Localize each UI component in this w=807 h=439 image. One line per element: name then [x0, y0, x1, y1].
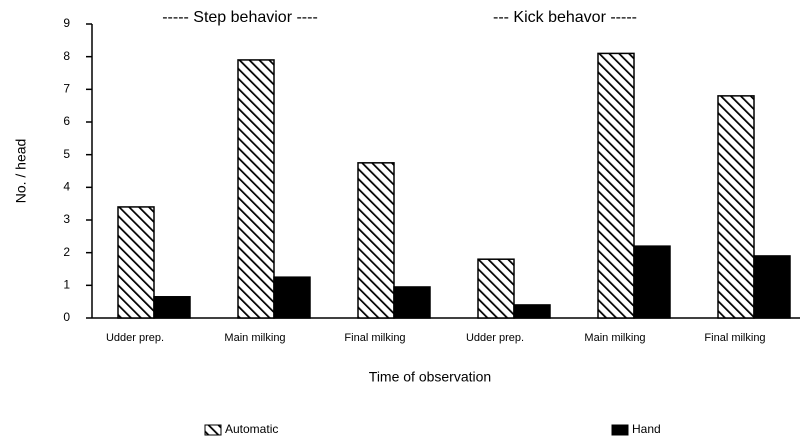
y-tick-label: 4: [63, 180, 70, 194]
x-tick-label: Main milking: [224, 332, 285, 344]
y-tick-label: 5: [63, 147, 70, 161]
bar: [753, 255, 791, 319]
bar: [357, 162, 395, 319]
bar: [237, 59, 275, 319]
y-tick-label: 3: [63, 212, 70, 226]
x-tick-label: Udder prep.: [466, 332, 524, 344]
x-axis-label: Time of observation: [369, 369, 491, 385]
y-tick-label: 9: [63, 16, 70, 30]
x-tick-label: Main milking: [584, 332, 645, 344]
y-axis-label: No. / head: [13, 139, 29, 204]
legend-swatch: [611, 424, 629, 436]
annotation: --- Kick behavor -----: [493, 9, 637, 26]
legend-label: Automatic: [225, 422, 278, 436]
bar: [153, 296, 191, 319]
y-tick-label: 0: [63, 310, 70, 324]
bar: [513, 304, 551, 319]
bar: [597, 52, 635, 319]
annotation: ----- Step behavior ----: [162, 9, 318, 26]
x-tick-label: Final milking: [344, 332, 405, 344]
y-tick-label: 8: [63, 49, 70, 63]
y-tick-label: 6: [63, 114, 70, 128]
x-tick-label: Final milking: [704, 332, 765, 344]
bar: [717, 95, 755, 319]
x-tick-label: Udder prep.: [106, 332, 164, 344]
y-tick-label: 7: [63, 82, 70, 96]
y-tick-label: 1: [63, 278, 70, 292]
bar: [393, 286, 431, 319]
bar: [477, 258, 515, 319]
bar: [273, 276, 311, 319]
bar: [117, 206, 155, 319]
legend-swatch: [204, 424, 222, 436]
legend-label: Hand: [632, 422, 661, 436]
y-tick-label: 2: [63, 245, 70, 259]
bar: [633, 245, 671, 319]
